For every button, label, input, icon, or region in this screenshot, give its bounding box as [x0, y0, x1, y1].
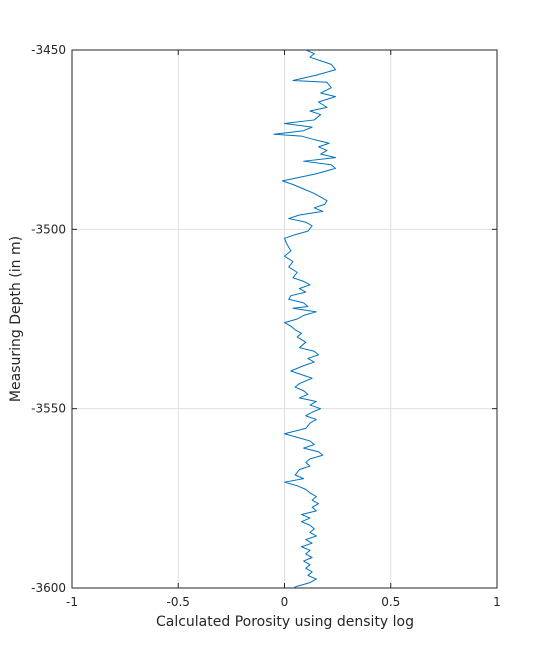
- y-tick-label: -3500: [31, 222, 66, 236]
- x-tick-label: 0: [281, 595, 289, 609]
- x-tick-labels: -1 -0.5 0 0.5 1: [66, 595, 501, 609]
- x-tick-label: 0.5: [381, 595, 400, 609]
- y-tick-label: -3550: [31, 402, 66, 416]
- x-axis-label: Calculated Porosity using density log: [156, 614, 414, 630]
- y-axis-label: Measuring Depth (in m): [8, 236, 24, 402]
- x-tick-label: -1: [66, 595, 78, 609]
- x-tick-label: 1: [493, 595, 501, 609]
- axis-ticks: [71, 49, 498, 589]
- y-tick-labels: -3450 -3500 -3550 -3600: [31, 43, 66, 595]
- y-tick-label: -3600: [31, 581, 66, 595]
- y-tick-label: -3450: [31, 43, 66, 57]
- x-tick-label: -0.5: [167, 595, 190, 609]
- porosity-series-line: [273, 49, 336, 589]
- series-layer: [273, 49, 336, 589]
